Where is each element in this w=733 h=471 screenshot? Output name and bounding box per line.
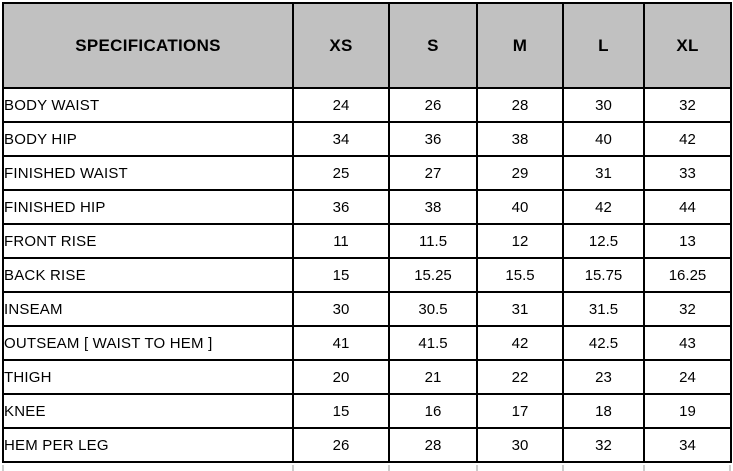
size-value-cell: 27 — [388, 155, 478, 191]
size-value-cell: 22 — [476, 359, 564, 395]
size-value-cell: 43 — [643, 325, 732, 361]
spec-label-cell: KNEE — [2, 393, 294, 429]
size-header-cell: XS — [292, 2, 390, 89]
cropped-gridline-stub — [388, 465, 390, 471]
size-value-cell: 36 — [292, 189, 390, 225]
size-value-cell: 32 — [643, 87, 732, 123]
size-value-cell: 15.5 — [476, 257, 564, 293]
cropped-gridline-stub — [476, 465, 478, 471]
size-value-cell: 15.75 — [562, 257, 645, 293]
size-value-cell: 30 — [292, 291, 390, 327]
size-value-cell: 12.5 — [562, 223, 645, 259]
spec-row: HEM PER LEG 26 28 30 32 34 — [2, 427, 732, 463]
size-value-cell: 42 — [476, 325, 564, 361]
size-value-cell: 33 — [643, 155, 732, 191]
size-value-cell: 23 — [562, 359, 645, 395]
size-value-cell: 24 — [643, 359, 732, 395]
size-value-cell: 16.25 — [643, 257, 732, 293]
size-value-cell: 30 — [562, 87, 645, 123]
size-value-cell: 11 — [292, 223, 390, 259]
spec-row: BODY WAIST 24 26 28 30 32 — [2, 87, 732, 123]
cropped-gridline-stub — [292, 465, 294, 471]
cropped-gridline-stub — [562, 465, 564, 471]
size-value-cell: 42 — [643, 121, 732, 157]
size-value-cell: 15 — [292, 257, 390, 293]
spec-row: FRONT RISE 11 11.5 12 12.5 13 — [2, 223, 732, 259]
spec-label-cell: BODY WAIST — [2, 87, 294, 123]
size-header-cell: M — [476, 2, 564, 89]
size-value-cell: 17 — [476, 393, 564, 429]
size-value-cell: 41 — [292, 325, 390, 361]
size-value-cell: 29 — [476, 155, 564, 191]
cropped-gridline-stub — [2, 465, 4, 471]
spec-row: KNEE 15 16 17 18 19 — [2, 393, 732, 429]
size-value-cell: 42.5 — [562, 325, 645, 361]
size-value-cell: 20 — [292, 359, 390, 395]
size-value-cell: 34 — [292, 121, 390, 157]
spec-label-cell: BODY HIP — [2, 121, 294, 157]
size-value-cell: 41.5 — [388, 325, 478, 361]
size-value-cell: 32 — [643, 291, 732, 327]
size-value-cell: 28 — [388, 427, 478, 463]
size-value-cell: 40 — [562, 121, 645, 157]
size-header-cell: S — [388, 2, 478, 89]
spec-row: INSEAM 30 30.5 31 31.5 32 — [2, 291, 732, 327]
spec-row: BODY HIP 34 36 38 40 42 — [2, 121, 732, 157]
size-value-cell: 21 — [388, 359, 478, 395]
size-value-cell: 44 — [643, 189, 732, 225]
size-value-cell: 30 — [476, 427, 564, 463]
size-value-cell: 30.5 — [388, 291, 478, 327]
size-value-cell: 34 — [643, 427, 732, 463]
size-value-cell: 19 — [643, 393, 732, 429]
size-value-cell: 12 — [476, 223, 564, 259]
size-value-cell: 25 — [292, 155, 390, 191]
size-value-cell: 36 — [388, 121, 478, 157]
spec-label-cell: BACK RISE — [2, 257, 294, 293]
size-value-cell: 13 — [643, 223, 732, 259]
spec-row: THIGH 20 21 22 23 24 — [2, 359, 732, 395]
cropped-gridline-stub — [729, 465, 731, 471]
size-value-cell: 38 — [388, 189, 478, 225]
size-value-cell: 11.5 — [388, 223, 478, 259]
spec-label-cell: THIGH — [2, 359, 294, 395]
size-value-cell: 38 — [476, 121, 564, 157]
spec-row: BACK RISE 15 15.25 15.5 15.75 16.25 — [2, 257, 732, 293]
cropped-gridline-stub — [643, 465, 645, 471]
spec-label-cell: INSEAM — [2, 291, 294, 327]
spec-row: OUTSEAM [ WAIST TO HEM ] 41 41.5 42 42.5 43 — [2, 325, 732, 361]
size-value-cell: 24 — [292, 87, 390, 123]
spec-row: FINISHED WAIST 25 27 29 31 33 — [2, 155, 732, 191]
spec-label-cell: FINISHED WAIST — [2, 155, 294, 191]
size-value-cell: 32 — [562, 427, 645, 463]
size-value-cell: 31 — [562, 155, 645, 191]
size-header-cell: XL — [643, 2, 732, 89]
size-value-cell: 26 — [292, 427, 390, 463]
size-value-cell: 26 — [388, 87, 478, 123]
spec-label-cell: FRONT RISE — [2, 223, 294, 259]
size-value-cell: 15.25 — [388, 257, 478, 293]
spec-label-cell: HEM PER LEG — [2, 427, 294, 463]
size-value-cell: 28 — [476, 87, 564, 123]
size-chart-table: SPECIFICATIONS XS S M L XL BODY WAIST 24 26 28 3… — [2, 2, 732, 463]
size-value-cell: 16 — [388, 393, 478, 429]
spec-row: FINISHED HIP 36 38 40 42 44 — [2, 189, 732, 225]
size-value-cell: 18 — [562, 393, 645, 429]
size-value-cell: 40 — [476, 189, 564, 225]
spec-label-cell: OUTSEAM [ WAIST TO HEM ] — [2, 325, 294, 361]
size-value-cell: 42 — [562, 189, 645, 225]
spec-label-cell: FINISHED HIP — [2, 189, 294, 225]
size-value-cell: 31.5 — [562, 291, 645, 327]
size-value-cell: 15 — [292, 393, 390, 429]
table-header-row: SPECIFICATIONS XS S M L XL — [2, 2, 732, 89]
size-value-cell: 31 — [476, 291, 564, 327]
specifications-header-cell: SPECIFICATIONS — [2, 2, 294, 89]
size-header-cell: L — [562, 2, 645, 89]
